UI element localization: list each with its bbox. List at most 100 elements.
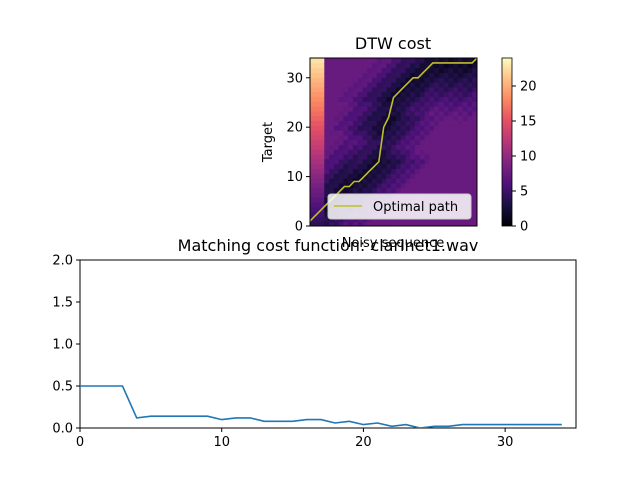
heatmap-cell (333, 62, 340, 69)
heatmap-cell (448, 96, 454, 102)
heatmap-cell (391, 168, 397, 174)
heatmap-cell (467, 158, 473, 165)
heatmap-cell (310, 182, 316, 189)
heatmap-cell (434, 86, 440, 93)
heatmap-cell (400, 120, 407, 126)
heatmap-cell (453, 120, 459, 126)
heatmap-cell (376, 72, 383, 78)
heatmap-y-ticks: 0 10 20 30 (286, 71, 310, 235)
heatmap-cell (434, 154, 440, 160)
heatmap-cell (314, 139, 321, 145)
heatmap-cell (386, 67, 392, 73)
heatmap-cell (324, 192, 330, 198)
heatmap-cell (314, 178, 321, 184)
colorbar-tick-label: 15 (520, 115, 537, 130)
heatmap-cell (343, 106, 349, 112)
heatmap-cell (324, 77, 330, 83)
heatmap-cell (462, 125, 469, 131)
heatmap-cell (372, 86, 378, 93)
heatmap-cell (343, 173, 349, 179)
heatmap-cell (405, 67, 411, 73)
heatmap-cell (352, 144, 359, 150)
heatmap-cell (472, 206, 477, 213)
heatmap-cell (343, 187, 349, 193)
heatmap-cell (457, 173, 464, 179)
heatmap-cell (357, 82, 364, 88)
heatmap-cell (434, 77, 440, 83)
heatmap-cell (338, 173, 344, 179)
heatmap-cell (352, 91, 359, 97)
heatmap-cell (314, 130, 321, 136)
heatmap-cell (348, 110, 354, 117)
heatmap-cell (319, 216, 325, 222)
heatmap-cell (457, 120, 464, 126)
heatmap-cell (357, 106, 364, 112)
heatmap-cell (429, 182, 435, 189)
heatmap-cell (472, 221, 477, 226)
heatmap-cell (324, 130, 330, 136)
heatmap-cell (419, 173, 426, 179)
heatmap-cell (338, 178, 344, 184)
heatmap-cell (400, 139, 407, 145)
heatmap-cell (362, 91, 368, 97)
heatmap-cell (457, 86, 464, 93)
heatmap-cell (324, 197, 330, 203)
heatmap-cell (414, 168, 421, 174)
heatmap-cell (462, 115, 469, 121)
heatmap-cell (429, 168, 435, 174)
heatmap-cell (367, 173, 373, 179)
heatmap-cell (410, 182, 416, 189)
heatmap-cell (348, 154, 354, 160)
heatmap-cell (343, 144, 349, 150)
heatmap-cell (333, 91, 340, 97)
heatmap-cell (429, 110, 435, 117)
heatmap-cell (448, 187, 454, 193)
heatmap-cell (352, 173, 359, 179)
heatmap-cell (448, 144, 454, 150)
heatmap-cell (333, 221, 340, 226)
heatmap-cell (338, 106, 344, 112)
heatmap-cell (386, 125, 392, 131)
heatmap-cell (395, 106, 402, 112)
heatmap-cell (419, 82, 426, 88)
heatmap-cell (376, 82, 383, 88)
heatmap-cell (410, 77, 416, 83)
heatmap-cell (314, 115, 321, 121)
heatmap-cell (333, 149, 340, 155)
heatmap-cell (338, 144, 344, 150)
heatmap-cell (333, 86, 340, 93)
heatmap-cell (405, 96, 411, 102)
heatmap-cell (310, 173, 316, 179)
heatmap-cell (434, 101, 440, 107)
heatmap-cell (329, 115, 335, 121)
heatmap-cell (367, 221, 373, 226)
heatmap-cell (367, 149, 373, 155)
heatmap-cell (367, 125, 373, 131)
heatmap-cell (414, 67, 421, 73)
heatmap-cell (395, 72, 402, 78)
heatmap-cell (448, 134, 454, 141)
heatmap-cell (453, 154, 459, 160)
heatmap-cell (391, 149, 397, 155)
heatmap-cell (362, 96, 368, 102)
heatmap-cell (343, 86, 349, 93)
heatmap-cell (467, 120, 473, 126)
heatmap-cell (467, 163, 473, 169)
heatmap-cell (395, 187, 402, 193)
heatmap-cell (319, 149, 325, 155)
heatmap-cell (348, 96, 354, 102)
heatmap-cell (429, 58, 435, 64)
heatmap-cell (362, 120, 368, 126)
heatmap-cell (453, 187, 459, 193)
heatmap-cell (376, 86, 383, 93)
heatmap-cell (386, 82, 392, 88)
heatmap-cell (405, 134, 411, 141)
heatmap-cell (324, 120, 330, 126)
heatmap-cell (367, 144, 373, 150)
colorbar-tick-label: 0 (520, 220, 528, 235)
heatmap-cell (362, 106, 368, 112)
heatmap-cell (324, 163, 330, 169)
heatmap-cell (376, 115, 383, 121)
heatmap-cell (443, 163, 449, 169)
heatmap-cell (376, 58, 383, 64)
